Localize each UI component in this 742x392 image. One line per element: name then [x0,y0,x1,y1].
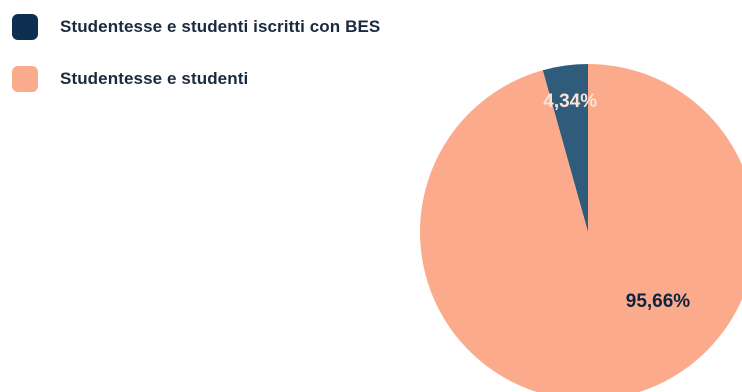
chart-legend: Studentesse e studenti iscritti con BES … [12,12,380,116]
slice-value-label-bes: 4,34% [543,91,597,112]
legend-label-bes: Studentesse e studenti iscritti con BES [60,17,381,36]
pie-slice-bes [542,64,588,232]
legend-label-studenti: Studentesse e studenti [60,69,249,88]
legend-swatch-bes [12,14,38,40]
legend-item-studenti: Studentesse e studenti [12,64,380,94]
legend-item-bes: Studentesse e studenti iscritti con BES [12,12,380,42]
slice-value-label-studenti: 95,66% [626,291,691,312]
pie-slice-studenti [420,64,742,392]
legend-swatch-studenti [12,66,38,92]
